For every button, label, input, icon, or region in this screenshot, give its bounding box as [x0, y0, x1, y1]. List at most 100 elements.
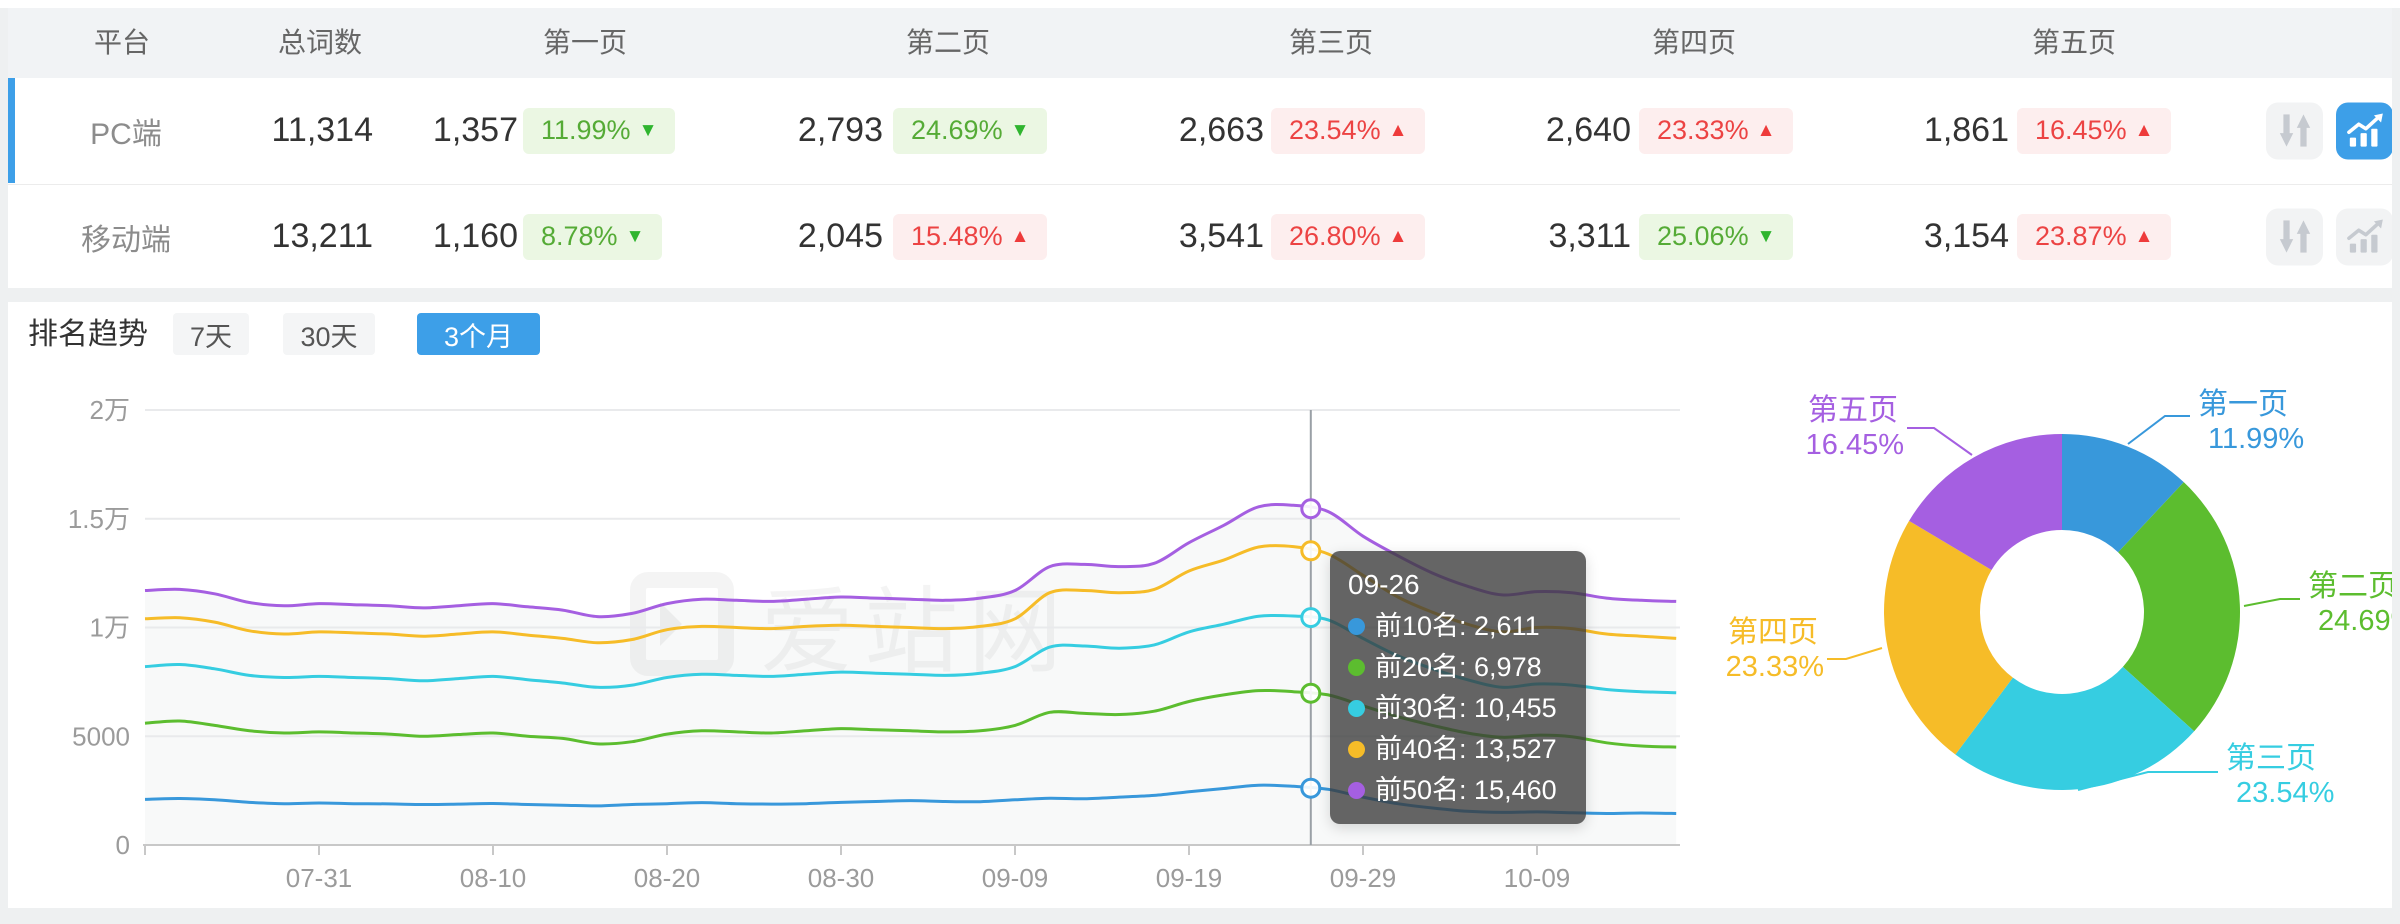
down-arrow-icon: ▼: [1010, 119, 1030, 141]
page2-change-badge: 24.69% ▼: [893, 107, 1048, 154]
crosshair-marker: [1300, 607, 1322, 629]
col-page2: 第二页: [905, 27, 990, 58]
page1-change-badge: 11.99% ▼: [523, 107, 676, 154]
page5-change-badge: 16.45% ▲: [2017, 107, 2172, 154]
pct-value: 26.80%: [1289, 221, 1381, 251]
series-dot-top10: [1348, 618, 1365, 635]
donut-pct-第二页: 24.69%: [2318, 605, 2400, 637]
donut-label-第二页: 第二页: [2308, 570, 2398, 603]
tab-7days[interactable]: 7天: [173, 313, 249, 355]
line-bar-chart-icon: [2346, 219, 2383, 253]
crosshair-marker: [1300, 540, 1322, 562]
watermark: 爱站网: [630, 556, 1072, 692]
up-arrow-icon: ▲: [1756, 119, 1776, 141]
donut-pct-第一页: 11.99%: [2208, 423, 2304, 455]
y-axis-label: 0: [116, 830, 130, 860]
page2-change-badge: 15.48% ▲: [893, 213, 1048, 260]
page5-count: 3,154: [1923, 217, 2009, 255]
table-row-pc[interactable]: PC端 11,314 1,357 11.99% ▼ 2,793 24.69% ▼ 2…: [8, 78, 2393, 183]
up-arrow-icon: ▲: [1010, 225, 1030, 247]
donut-pct-第三页: 23.54%: [2236, 777, 2334, 809]
page1-count: 1,357: [432, 111, 518, 149]
x-axis-label: 07-31: [286, 863, 353, 893]
page5-change-badge: 23.87% ▲: [2017, 213, 2172, 260]
frame-strip-left: [0, 8, 8, 924]
tooltip-item-text: 前10名: 2,611: [1375, 611, 1540, 641]
pct-value: 8.78%: [541, 221, 618, 251]
tooltip-item-text: 前50名: 15,460: [1375, 775, 1557, 805]
pct-value: 24.69%: [911, 115, 1003, 145]
page1-change-badge: 8.78% ▼: [523, 213, 663, 260]
watermark-logo-icon: [630, 572, 734, 676]
donut-slice-第五页: [1909, 434, 2062, 571]
x-axis-label: 10-09: [1504, 863, 1571, 893]
crosshair-marker: [1300, 777, 1322, 799]
watermark-text: 爱站网: [760, 556, 1072, 692]
up-arrow-icon: ▲: [1388, 119, 1408, 141]
page3-change-badge: 26.80% ▲: [1271, 213, 1426, 260]
tab-3months[interactable]: 3个月: [417, 313, 540, 355]
label-leader-line: [2077, 771, 2218, 791]
col-page3: 第三页: [1288, 27, 1373, 58]
pct-value: 25.06%: [1657, 221, 1749, 251]
x-axis-label: 08-10: [460, 863, 527, 893]
trend-chart-button[interactable]: [2336, 102, 2393, 159]
pct-value: 15.48%: [911, 221, 1003, 251]
series-dot-top30: [1348, 700, 1365, 717]
up-arrow-icon: ▲: [1388, 225, 1408, 247]
col-platform: 平台: [93, 27, 150, 58]
tooltip-date: 09-26: [1348, 569, 1420, 600]
sort-button[interactable]: [2266, 102, 2323, 159]
page2-count: 2,793: [797, 111, 883, 149]
sort-button[interactable]: [2266, 208, 2323, 265]
crosshair-marker: [1300, 682, 1322, 704]
y-axis-label: 2万: [90, 395, 130, 425]
pct-value: 11.99%: [541, 115, 631, 145]
page4-change-badge: 25.06% ▼: [1639, 213, 1794, 260]
x-axis-label: 08-20: [634, 863, 701, 893]
donut-pct-第五页: 16.45%: [1806, 429, 1904, 461]
series-dot-top20: [1348, 659, 1365, 676]
total-words-value: 11,314: [271, 111, 373, 149]
frame-strip-bottom: [0, 908, 2400, 924]
down-arrow-icon: ▼: [638, 119, 658, 141]
page2-count: 2,045: [797, 217, 883, 255]
line-bar-chart-icon: [2346, 113, 2383, 147]
trend-chart-button[interactable]: [2336, 208, 2393, 265]
x-axis-label: 09-29: [1330, 863, 1397, 893]
label-leader-line: [1907, 427, 1973, 456]
total-words-value: 13,211: [271, 217, 373, 255]
tooltip-item-text: 前30名: 10,455: [1375, 693, 1557, 723]
pct-value: 23.33%: [1657, 115, 1749, 145]
frame-strip-right: [2392, 8, 2400, 924]
y-axis-label: 1.5万: [68, 504, 130, 534]
tooltip-item: 前40名: 13,527: [1348, 729, 1570, 770]
tab-30days[interactable]: 30天: [283, 313, 375, 355]
page4-count: 3,311: [1548, 217, 1631, 255]
col-page5: 第五页: [2031, 27, 2116, 58]
donut-label-第三页: 第三页: [2226, 742, 2316, 775]
x-axis-label: 09-19: [1156, 863, 1223, 893]
pct-value: 23.54%: [1289, 115, 1381, 145]
donut-label-第四页: 第四页: [1728, 616, 1818, 649]
down-arrow-icon: ▼: [1756, 225, 1776, 247]
up-down-arrows-icon: [2279, 114, 2310, 147]
up-arrow-icon: ▲: [2134, 119, 2154, 141]
selected-row-indicator: [8, 78, 15, 183]
tooltip-item: 前30名: 10,455: [1348, 688, 1570, 729]
y-axis-label: 1万: [90, 613, 130, 643]
tooltip-item: 前20名: 6,978: [1348, 647, 1570, 688]
tooltip-item: 前50名: 15,460: [1348, 770, 1570, 811]
donut-slice-第一页: [2062, 434, 2184, 553]
col-total-words: 总词数: [277, 27, 362, 58]
tooltip-item-text: 前20名: 6,978: [1375, 652, 1542, 682]
section-divider: [0, 288, 2400, 302]
label-leader-line: [1827, 647, 1883, 660]
table-row-mobile[interactable]: 移动端 13,211 1,160 8.78% ▼ 2,045 15.48% ▲ 3,…: [8, 184, 2393, 288]
platform-label: 移动端: [81, 223, 171, 257]
table-header: 平台 总词数 第一页 第二页 第三页 第四页 第五页: [8, 8, 2392, 78]
donut-slice-第二页: [2118, 482, 2240, 732]
page5-count: 1,861: [1923, 111, 2009, 149]
crosshair-marker: [1300, 498, 1322, 520]
